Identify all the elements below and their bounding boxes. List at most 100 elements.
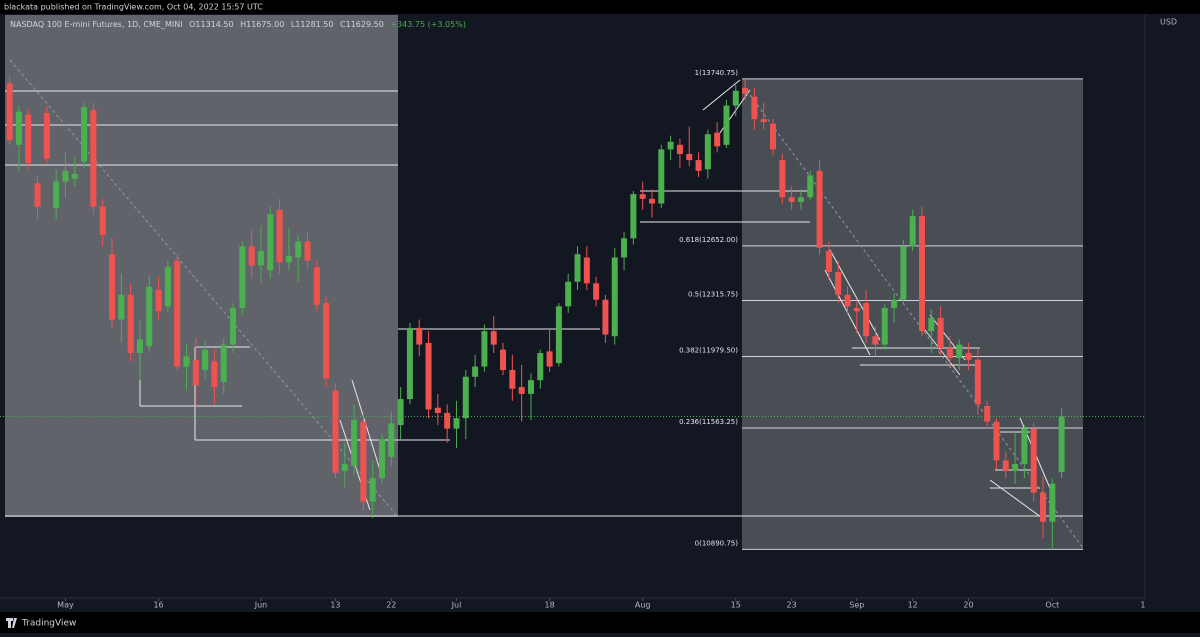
ohlc: O11314.50 (189, 20, 233, 29)
candle-body (81, 107, 88, 162)
ohlc: L11281.50 (291, 20, 334, 29)
candle-body (1040, 492, 1047, 522)
candle-body (239, 246, 246, 308)
candle-body (648, 198, 655, 204)
x-tick-label: May (57, 601, 74, 610)
candle-body (937, 317, 944, 348)
candle-body (99, 206, 106, 236)
fib-label: 0.236(11563.25) (679, 418, 738, 426)
candle-body (295, 241, 302, 258)
candle-body (527, 380, 534, 394)
candle-body (211, 361, 218, 388)
ohlc: C11629.50 (340, 20, 384, 29)
candle-body (779, 160, 786, 198)
candle-body (360, 421, 367, 502)
candle-body (434, 407, 441, 413)
candle-body (202, 349, 209, 370)
candle-body (844, 294, 851, 307)
candle-body (34, 183, 41, 207)
candle-body (816, 170, 823, 248)
candle-body (760, 119, 767, 123)
candle-body (453, 418, 460, 429)
candle-body (891, 299, 898, 308)
candle-body (490, 331, 497, 345)
footer-brand: TradingView (21, 619, 76, 629)
candle-body (555, 306, 562, 364)
candle-body (267, 214, 274, 271)
candle-body (25, 114, 32, 164)
candle-body (313, 267, 320, 305)
change: +343.75 (+3.05%) (390, 20, 466, 29)
candle-body (881, 307, 888, 345)
candle-body (43, 113, 50, 159)
candle-body (192, 359, 199, 386)
candle-body (425, 342, 432, 410)
x-tick-label: 20 (963, 601, 973, 610)
footer-bar (0, 612, 1200, 633)
candle-body (500, 349, 507, 370)
candle-body (257, 251, 264, 266)
x-tick-label: 23 (787, 601, 797, 610)
candle-body (714, 132, 721, 147)
candle-body (276, 209, 283, 263)
candle-body (695, 160, 702, 171)
candle-body (630, 194, 637, 239)
candle-body (62, 170, 69, 182)
candle-body (946, 347, 953, 359)
candle-body (928, 317, 935, 332)
candle-body (146, 286, 153, 347)
x-tick-label: 15 (731, 601, 741, 610)
candle-body (984, 405, 991, 422)
fib-label: 0(10890.75) (695, 539, 739, 547)
candle-body (155, 289, 162, 312)
candle-body (118, 294, 125, 320)
ohlc: H11675.00 (240, 20, 284, 29)
candle-body (742, 87, 749, 94)
x-tick-label: Aug (635, 601, 651, 610)
x-tick-label: 16 (153, 601, 163, 610)
candle-body (388, 423, 395, 457)
candle-body (127, 294, 134, 354)
candle-body (723, 105, 730, 145)
candle-body (965, 353, 972, 360)
candle-body (481, 331, 488, 367)
candle-body (509, 369, 516, 389)
candle-body (15, 111, 22, 145)
candle-body (71, 173, 78, 179)
candle-body (993, 421, 1000, 461)
candle-body (1049, 483, 1056, 522)
candle-body (1030, 428, 1037, 493)
candle-body (956, 344, 963, 359)
candle-body (583, 257, 590, 284)
x-tick-label: 13 (330, 601, 340, 610)
candle-body (853, 307, 860, 312)
fib-label: 0.382(11979.50) (679, 346, 738, 354)
candle-body (136, 339, 143, 354)
candle-body (574, 254, 581, 282)
candle-body (174, 260, 181, 367)
price-axis (1145, 14, 1200, 612)
x-tick-label: Jul (451, 601, 462, 610)
candle-body (900, 246, 907, 300)
candle-body (770, 123, 777, 150)
candle-body (546, 351, 553, 367)
candle-body (220, 344, 227, 382)
candle-body (1021, 428, 1028, 464)
candle-body (788, 197, 795, 202)
candle-body (369, 478, 376, 502)
candle-body (397, 399, 404, 426)
logo (6, 618, 17, 628)
candle-body (406, 327, 413, 400)
candle-body (658, 149, 665, 204)
candle-body (863, 303, 870, 337)
candle-body (109, 254, 116, 320)
candle-body (164, 267, 171, 307)
candle-body (909, 216, 916, 247)
candle-body (351, 419, 358, 466)
x-tick-label: 18 (544, 601, 554, 610)
candle-body (537, 353, 544, 381)
symbol: NASDAQ 100 E-mini Futures, 1D, CME_MINI (10, 20, 183, 29)
candle-body (676, 144, 683, 154)
candle-body (797, 197, 804, 202)
